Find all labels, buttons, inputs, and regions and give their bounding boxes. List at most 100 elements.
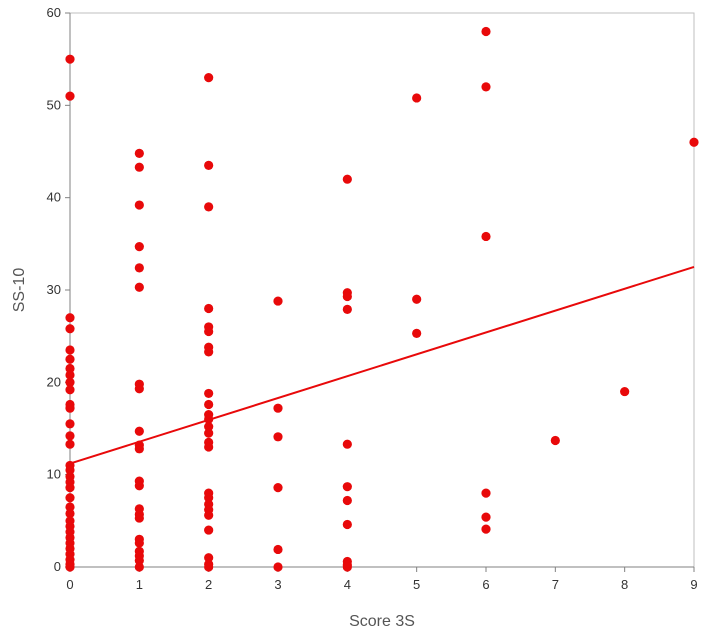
x-tick-label: 6 (482, 577, 489, 592)
data-point (481, 231, 491, 242)
y-tick-label: 40 (47, 190, 61, 205)
data-point (134, 562, 144, 572)
data-point (204, 525, 214, 535)
data-point (65, 91, 75, 101)
data-point (342, 495, 352, 506)
data-point (134, 481, 144, 491)
data-point (134, 426, 144, 436)
data-point (481, 512, 491, 522)
data-point (273, 482, 283, 493)
x-tick-label: 8 (621, 577, 628, 592)
trendline (69, 265, 695, 465)
data-point (204, 422, 214, 432)
y-axis-title: SS-10 (11, 268, 28, 313)
data-point (481, 488, 491, 498)
data-point (134, 242, 144, 252)
y-tick-label: 10 (47, 467, 61, 482)
data-point (65, 508, 75, 519)
data-point (65, 370, 75, 380)
data-point (342, 519, 352, 530)
y-tick-label: 60 (47, 5, 61, 20)
data-point (134, 263, 144, 273)
data-point (481, 82, 491, 92)
data-point (273, 432, 283, 442)
data-point (204, 73, 214, 83)
data-point (65, 431, 75, 441)
data-point (134, 513, 144, 523)
y-tick-label: 0 (54, 559, 61, 574)
data-point (134, 282, 144, 292)
data-point (65, 493, 75, 503)
data-point (204, 388, 214, 399)
x-axis-title: Score 3S (349, 613, 415, 630)
data-point (134, 200, 144, 210)
data-point (620, 386, 630, 397)
data-point (134, 162, 144, 172)
data-point (65, 354, 75, 364)
data-point (412, 93, 422, 103)
x-tick-label: 2 (205, 577, 212, 592)
data-point (204, 442, 214, 452)
data-point (342, 482, 352, 492)
data-point (65, 403, 75, 413)
data-point (342, 562, 352, 572)
x-axis: 0 1 2 3 4 5 6 7 8 9 (66, 566, 698, 592)
data-point (65, 363, 75, 374)
plot-area (69, 12, 695, 568)
data-point (550, 435, 560, 446)
data-point (273, 562, 283, 572)
x-tick-label: 1 (136, 577, 143, 592)
data-point (204, 510, 214, 520)
data-point (204, 160, 214, 170)
x-tick-label: 0 (66, 577, 73, 592)
x-tick-label: 5 (413, 577, 420, 592)
data-point (204, 326, 214, 337)
data-point (481, 524, 491, 534)
data-point (204, 428, 214, 438)
data-point (204, 399, 214, 410)
y-tick-label: 20 (47, 374, 61, 389)
x-tick-label: 3 (274, 577, 281, 592)
data-point (65, 502, 75, 512)
data-point (342, 174, 352, 184)
data-point (65, 465, 75, 475)
data-point (273, 296, 283, 306)
data-point (65, 54, 75, 64)
data-point (342, 291, 352, 302)
data-point (273, 544, 283, 555)
data-point (65, 385, 75, 395)
data-point (273, 403, 283, 413)
x-tick-label: 7 (552, 577, 559, 592)
data-point (65, 562, 75, 572)
data-point (134, 538, 144, 548)
data-point (134, 148, 144, 158)
data-point (134, 444, 144, 454)
data-point (204, 553, 214, 563)
data-point (204, 303, 214, 314)
data-point (65, 482, 75, 493)
y-tick-label: 30 (47, 282, 61, 297)
data-point (689, 137, 699, 147)
data-point (204, 347, 214, 357)
data-points (65, 26, 699, 572)
y-tick-label: 50 (47, 97, 61, 112)
data-point (481, 26, 491, 37)
data-point (65, 345, 75, 355)
data-point (65, 324, 75, 334)
data-point (412, 294, 422, 304)
data-point (204, 562, 214, 572)
data-point (204, 202, 214, 212)
data-point (134, 555, 144, 566)
data-point (65, 419, 75, 429)
data-point (134, 384, 144, 394)
data-point (65, 377, 75, 387)
data-point (204, 493, 214, 503)
data-point (65, 439, 75, 449)
data-point (342, 304, 352, 314)
x-tick-label: 9 (690, 577, 697, 592)
data-point (412, 328, 422, 338)
data-point (65, 313, 75, 323)
x-tick-label: 4 (344, 577, 351, 592)
data-point (342, 439, 352, 449)
